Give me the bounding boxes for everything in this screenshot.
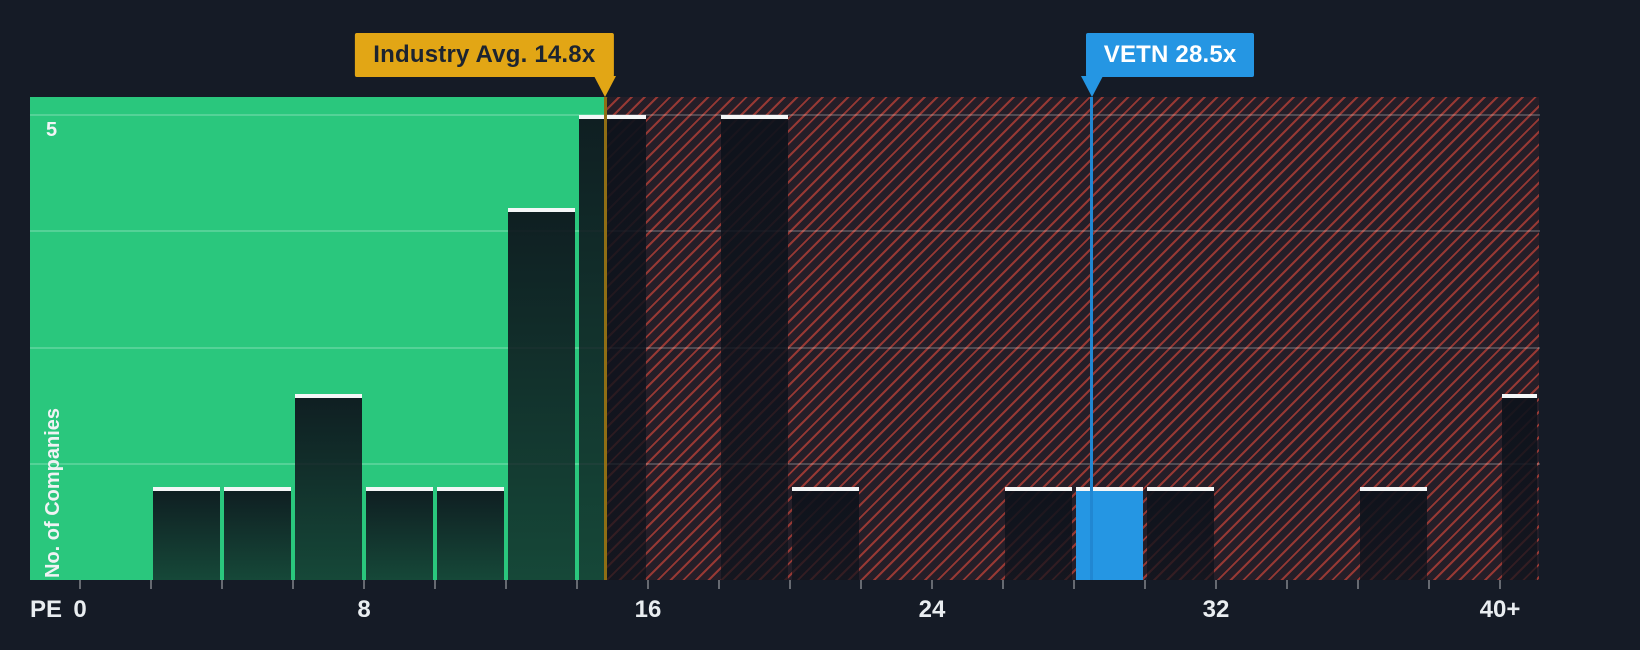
bar-pe-2-4[interactable] [153, 487, 220, 580]
x-axis-label-16: 16 [634, 596, 662, 623]
industry-avg-callout-pointer [594, 76, 617, 97]
x-axis-tick-14 [576, 580, 578, 589]
x-axis-tick-2 [150, 580, 152, 589]
bar-pe-36-38[interactable] [1360, 487, 1427, 580]
x-axis-label-0: 0 [73, 596, 87, 623]
x-axis-tick-0 [79, 580, 81, 589]
x-axis-label-8: 8 [357, 596, 371, 623]
bar-pe-12-14[interactable] [508, 208, 575, 580]
x-axis-tick-8 [363, 580, 365, 589]
x-axis-tick-4 [221, 580, 223, 589]
x-axis-tick-30 [1144, 580, 1146, 589]
industry-avg-callout: Industry Avg. 14.8x [355, 33, 614, 77]
bar-pe-10-12[interactable] [437, 487, 504, 580]
x-axis-title: PE [30, 596, 63, 623]
bar-pe-30-32[interactable] [1147, 487, 1214, 580]
vetn-callout-pointer [1080, 76, 1103, 97]
bar-pe-4-6[interactable] [224, 487, 291, 580]
bar-vetn[interactable] [1076, 487, 1143, 580]
x-axis-tick-20 [789, 580, 791, 589]
x-axis-tick-6 [292, 580, 294, 589]
x-axis-tick-36 [1357, 580, 1359, 589]
bar-pe-14-16[interactable] [579, 115, 646, 580]
x-axis-tick-12 [505, 580, 507, 589]
x-axis-tick-34 [1286, 580, 1288, 589]
bar-pe-40-41.1[interactable] [1502, 394, 1538, 580]
x-axis-label-24: 24 [918, 596, 946, 623]
y-axis-title: No. of Companies [42, 407, 64, 578]
vetn-callout: VETN 28.5x [1085, 33, 1255, 77]
bar-pe-26-28[interactable] [1005, 487, 1072, 580]
vetn-line [1090, 97, 1094, 580]
x-axis-label-32: 32 [1202, 596, 1230, 623]
bar-pe-6-8[interactable] [295, 394, 362, 580]
x-axis-tick-32 [1215, 580, 1217, 589]
x-axis-tick-22 [860, 580, 862, 589]
x-axis-tick-24 [931, 580, 933, 589]
x-axis-tick-28 [1073, 580, 1075, 589]
x-axis-tick-18 [718, 580, 720, 589]
vetn-label: VETN 28.5x [1103, 41, 1237, 68]
bar-pe-18-20[interactable] [721, 115, 788, 580]
x-axis-label-40+: 40+ [1479, 596, 1521, 623]
industry-avg-label: Industry Avg. 14.8x [373, 41, 596, 68]
bar-pe-20-22[interactable] [792, 487, 859, 580]
bar-pe-8-10[interactable] [366, 487, 433, 580]
industry-avg-line [603, 97, 607, 580]
x-axis-tick-16 [647, 580, 649, 589]
y-axis-max-label: 5 [46, 119, 58, 141]
x-axis-tick-40 [1499, 580, 1501, 589]
x-axis-tick-26 [1002, 580, 1004, 589]
x-axis-tick-10 [434, 580, 436, 589]
pe-histogram-chart [30, 97, 1540, 580]
x-axis-tick-38 [1428, 580, 1430, 589]
